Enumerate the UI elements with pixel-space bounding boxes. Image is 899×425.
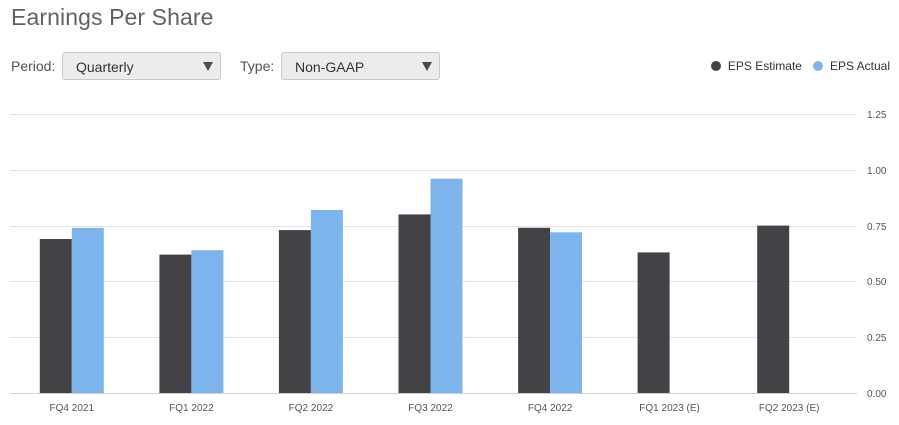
bars [39, 178, 790, 393]
y-tick-label: 0.50 [867, 277, 887, 288]
bar-eps-actual[interactable] [71, 227, 104, 393]
type-label: Type: [240, 58, 275, 74]
x-tick-label: FQ4 2022 [528, 403, 573, 414]
bar-eps-actual[interactable] [550, 232, 583, 393]
x-tick-label: FQ2 2022 [289, 403, 334, 414]
bar-eps-estimate[interactable] [39, 239, 72, 393]
legend-swatch-actual [812, 61, 823, 71]
x-tick-label: FQ1 2023 (E) [639, 403, 700, 414]
x-tick-label: FQ1 2022 [169, 403, 214, 414]
bar-eps-estimate[interactable] [278, 230, 311, 393]
y-tick-label: 1.25 [867, 110, 887, 121]
y-axis-ticks: 0.00 0.25 0.50 0.75 1.00 1.25 [867, 110, 887, 400]
bar-eps-actual[interactable] [430, 178, 463, 393]
type-select[interactable]: Non-GAAP [281, 52, 440, 80]
legend-swatch-estimate [710, 61, 721, 71]
period-select-value: Quarterly [76, 59, 134, 75]
bar-eps-estimate[interactable] [518, 227, 551, 393]
legend-label-actual: EPS Actual [829, 59, 890, 73]
bar-eps-actual[interactable] [191, 250, 224, 393]
bar-eps-estimate[interactable] [398, 214, 431, 393]
period-select[interactable]: Quarterly [62, 52, 221, 80]
x-tick-label: FQ4 2021 [50, 403, 95, 414]
bar-eps-actual[interactable] [310, 210, 343, 393]
x-tick-label: FQ3 2022 [408, 403, 453, 414]
chevron-down-icon [203, 62, 213, 71]
legend-item-eps-estimate[interactable]: EPS Estimate [710, 59, 802, 73]
bar-eps-estimate[interactable] [757, 225, 790, 393]
period-label: Period: [11, 58, 56, 74]
y-tick-label: 1.00 [867, 166, 887, 177]
y-tick-label: 0.75 [867, 222, 887, 233]
bar-eps-estimate[interactable] [637, 252, 670, 393]
page-title: Earnings Per Share [11, 4, 214, 30]
legend-label-estimate: EPS Estimate [727, 59, 802, 73]
x-tick-label: FQ2 2023 (E) [759, 403, 820, 414]
chart-legend: EPS Estimate EPS Actual [700, 59, 890, 73]
bar-eps-estimate[interactable] [159, 254, 192, 393]
x-axis-ticks: FQ4 2021 FQ1 2022 FQ2 2022 FQ3 2022 FQ4 2022… [50, 403, 820, 414]
y-tick-label: 0.25 [867, 333, 887, 344]
legend-item-eps-actual[interactable]: EPS Actual [812, 59, 890, 73]
type-select-value: Non-GAAP [295, 59, 365, 75]
y-tick-label: 0.00 [867, 389, 887, 400]
chevron-down-icon [422, 62, 432, 71]
